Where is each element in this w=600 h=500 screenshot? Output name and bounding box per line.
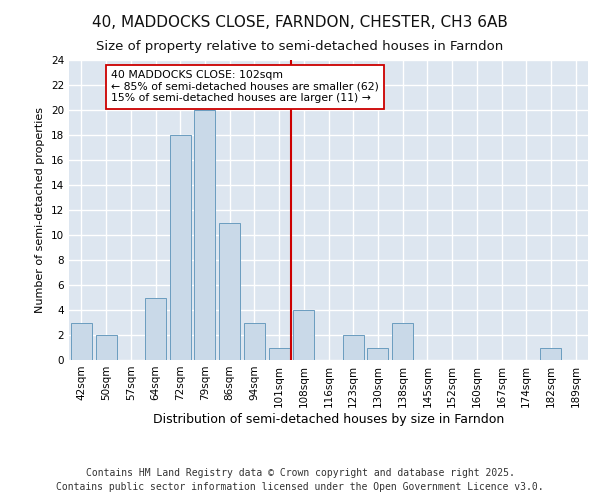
Bar (219, 222, 240, 360)
Text: 40, MADDOCKS CLOSE, FARNDON, CHESTER, CH3 6AB: 40, MADDOCKS CLOSE, FARNDON, CHESTER, CH… (92, 15, 508, 30)
Y-axis label: Number of semi-detached properties: Number of semi-detached properties (35, 107, 46, 313)
Bar (71, 322, 92, 360)
Bar (269, 348, 290, 360)
Bar (367, 348, 388, 360)
Bar (541, 348, 562, 360)
Text: Contains public sector information licensed under the Open Government Licence v3: Contains public sector information licen… (56, 482, 544, 492)
Bar (392, 322, 413, 360)
Bar (95, 335, 116, 360)
Text: 40 MADDOCKS CLOSE: 102sqm
← 85% of semi-detached houses are smaller (62)
15% of : 40 MADDOCKS CLOSE: 102sqm ← 85% of semi-… (111, 70, 379, 103)
Text: Contains HM Land Registry data © Crown copyright and database right 2025.: Contains HM Land Registry data © Crown c… (86, 468, 514, 477)
Text: Size of property relative to semi-detached houses in Farndon: Size of property relative to semi-detach… (97, 40, 503, 53)
X-axis label: Distribution of semi-detached houses by size in Farndon: Distribution of semi-detached houses by … (153, 412, 504, 426)
Bar (145, 298, 166, 360)
Bar (170, 135, 191, 360)
Bar (244, 322, 265, 360)
Bar (293, 310, 314, 360)
Bar (343, 335, 364, 360)
Bar (194, 110, 215, 360)
